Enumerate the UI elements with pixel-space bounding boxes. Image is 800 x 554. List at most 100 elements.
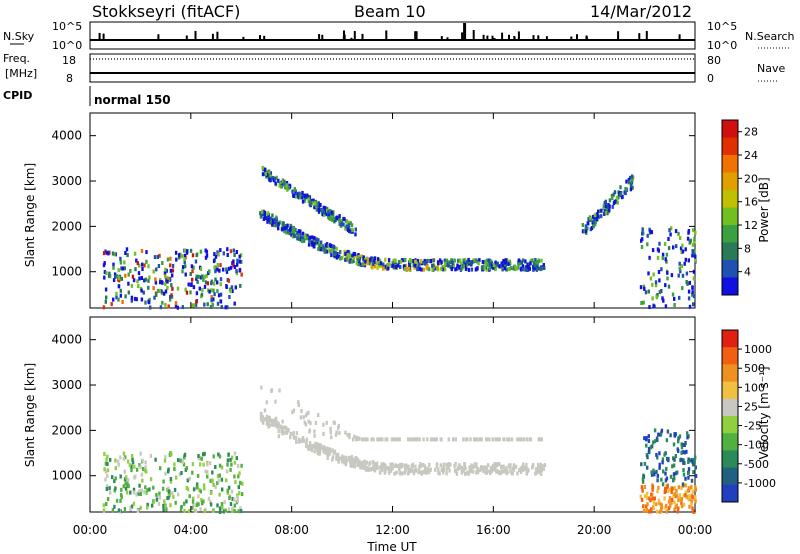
echo-cell bbox=[175, 257, 178, 262]
echo-cell bbox=[401, 471, 404, 476]
echo-cell bbox=[192, 487, 196, 492]
echo-cell bbox=[483, 465, 487, 470]
nsky-spike bbox=[491, 35, 494, 40]
echo-cell bbox=[656, 247, 660, 252]
echo-cell bbox=[103, 270, 107, 275]
echo-cell bbox=[122, 484, 125, 489]
echo-cell bbox=[155, 292, 158, 297]
echo-cell bbox=[649, 498, 652, 503]
echo-cell bbox=[418, 437, 421, 442]
echo-cell bbox=[464, 437, 468, 442]
echo-cell bbox=[678, 434, 682, 439]
echo-cell bbox=[104, 461, 108, 466]
echo-cell bbox=[495, 462, 499, 467]
echo-cell bbox=[297, 439, 301, 444]
echo-cell bbox=[147, 264, 150, 269]
echo-cell bbox=[541, 265, 544, 270]
echo-cell bbox=[436, 266, 439, 271]
echo-cell bbox=[218, 510, 222, 514]
echo-cell bbox=[281, 179, 285, 184]
echo-cell bbox=[463, 462, 466, 467]
echo-cell bbox=[122, 451, 126, 456]
echo-cell bbox=[169, 479, 173, 484]
echo-cell bbox=[115, 295, 118, 300]
echo-cell bbox=[684, 493, 687, 498]
echo-cell bbox=[320, 445, 323, 450]
echo-cell bbox=[199, 456, 202, 461]
echo-cell bbox=[509, 469, 512, 474]
echo-cell bbox=[201, 287, 204, 292]
nsky-spike bbox=[157, 34, 160, 40]
echo-cell bbox=[654, 280, 658, 285]
echo-cell bbox=[314, 441, 317, 446]
echo-cell bbox=[668, 228, 671, 233]
echo-cell bbox=[216, 474, 220, 478]
echo-cell bbox=[328, 447, 332, 452]
echo-cell bbox=[538, 466, 541, 471]
echo-cell bbox=[232, 259, 235, 264]
echo-cell bbox=[218, 473, 221, 478]
echo-cell bbox=[673, 500, 676, 505]
echo-cell bbox=[117, 462, 120, 467]
echo-cell bbox=[171, 273, 174, 278]
echo-cell bbox=[335, 215, 339, 220]
echo-cell bbox=[523, 465, 526, 470]
echo-cell bbox=[458, 465, 461, 470]
echo-cell bbox=[455, 471, 459, 476]
echo-cell bbox=[276, 424, 279, 429]
echo-cell bbox=[491, 437, 494, 442]
echo-cell bbox=[521, 264, 525, 269]
echo-cell bbox=[229, 457, 232, 462]
echo-cell bbox=[527, 468, 530, 473]
echo-cell bbox=[274, 399, 277, 404]
echo-cell bbox=[645, 453, 649, 457]
echo-cell bbox=[494, 437, 498, 442]
echo-cell bbox=[437, 261, 440, 266]
echo-cell bbox=[311, 200, 314, 205]
colorbar-tick-label: 28 bbox=[744, 126, 758, 139]
echo-cell bbox=[357, 261, 360, 266]
echo-cell bbox=[366, 437, 369, 442]
echo-cell bbox=[274, 416, 278, 421]
echo-cell bbox=[226, 491, 229, 495]
echo-cell bbox=[220, 305, 223, 310]
echo-cell bbox=[454, 267, 457, 272]
echo-cell bbox=[206, 474, 209, 479]
echo-cell bbox=[195, 276, 198, 281]
echo-cell bbox=[152, 499, 156, 504]
echo-cell bbox=[486, 258, 489, 263]
echo-cell bbox=[502, 258, 505, 263]
echo-cell bbox=[373, 264, 377, 269]
echo-cell bbox=[216, 267, 219, 272]
echo-cell bbox=[396, 437, 399, 442]
echo-cell bbox=[673, 486, 676, 491]
echo-cell bbox=[238, 471, 241, 476]
echo-cell bbox=[199, 489, 202, 494]
echo-cell bbox=[174, 500, 177, 505]
nsky-spike bbox=[321, 34, 324, 40]
echo-cell bbox=[664, 489, 667, 494]
echo-cell bbox=[472, 464, 476, 469]
echo-cell bbox=[182, 501, 186, 506]
echo-cell bbox=[420, 267, 423, 272]
echo-cell bbox=[613, 190, 617, 195]
echo-cell bbox=[466, 471, 469, 476]
echo-cell bbox=[618, 191, 621, 196]
echo-cell bbox=[426, 264, 429, 269]
echo-cell bbox=[516, 437, 519, 442]
echo-cell bbox=[648, 255, 651, 260]
echo-cell bbox=[214, 277, 217, 282]
echo-cell bbox=[338, 431, 341, 435]
echo-cell bbox=[269, 171, 272, 176]
echo-cell bbox=[195, 503, 198, 508]
echo-cell bbox=[397, 464, 400, 469]
echo-cell bbox=[486, 468, 489, 473]
echo-cell bbox=[384, 437, 387, 442]
nsky-spike bbox=[102, 33, 105, 40]
echo-cell bbox=[456, 467, 460, 472]
nsky-spike bbox=[517, 31, 520, 40]
colorbar-tick-label: 16 bbox=[744, 196, 758, 209]
echo-cell bbox=[524, 259, 527, 264]
echo-cell bbox=[289, 227, 292, 232]
y-tick-label: 1000 bbox=[51, 469, 82, 483]
